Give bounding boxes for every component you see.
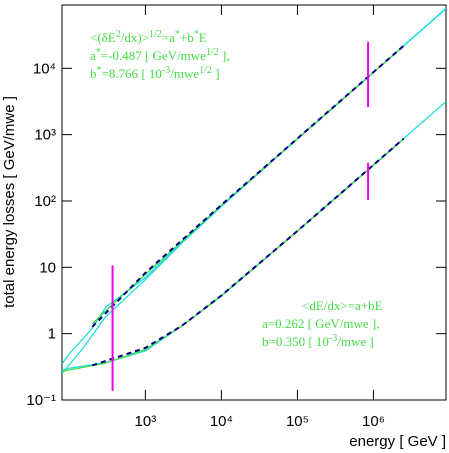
superscript: * (194, 29, 199, 40)
annotation-text: =-0.487 [ GeV/mwe (101, 48, 206, 63)
annotation-text: a=0.262 [ GeV/mwe ], (262, 316, 379, 331)
superscript: * (97, 65, 102, 76)
y-tick-label: 10² (34, 193, 56, 210)
annotation-text: /dx)> (121, 30, 149, 45)
annotation-text: =8.766 [ 10 (102, 66, 162, 81)
annotation-text: b (90, 66, 97, 81)
superscript: 1/2 (199, 65, 212, 76)
annotation: b*=8.766 [ 10-3/mwe1/2 ] (90, 65, 220, 81)
annotation: <(δE2/dx)>1/2=a*+b*E (90, 29, 207, 45)
superscript: * (96, 47, 101, 58)
annotation-text: b=0.350 [ 10 (262, 334, 329, 349)
annotation-text: ], (219, 48, 230, 63)
fit-line (91, 137, 405, 367)
x-axis-label: energy [ GeV ] (349, 433, 446, 450)
superscript: -3 (162, 65, 170, 76)
superscript: * (175, 29, 180, 40)
y-axis-label: total energy losses [ GeV/mwe ] (1, 96, 18, 308)
annotation: a=0.262 [ GeV/mwe ], (262, 316, 379, 331)
x-tick-label: 10⁶ (362, 413, 385, 430)
fit-line (91, 44, 405, 328)
annotation-text: /mwe ] (337, 334, 373, 349)
superscript: 2 (116, 29, 121, 40)
annotation: b=0.350 [ 10-3/mwe ] (262, 333, 374, 349)
y-tick-label: 10 (39, 259, 56, 276)
annotation-text: =a (162, 30, 175, 45)
annotation-text: /mwe (170, 66, 199, 81)
x-tick-label: 10³ (135, 413, 157, 430)
x-tick-label: 10⁴ (210, 413, 233, 430)
y-tick-label: 1 (48, 326, 56, 343)
y-tick-label: 10⁻¹ (26, 392, 56, 409)
annotation-text: +b (180, 30, 194, 45)
annotation-text: a (90, 48, 96, 63)
annotation-text: <(δE (90, 30, 116, 45)
annotation-text: ] (212, 66, 220, 81)
curve (62, 8, 446, 375)
superscript: -3 (329, 333, 337, 344)
x-tick-label: 10⁵ (286, 413, 309, 430)
annotation-text: E (199, 30, 207, 45)
y-tick-label: 10⁴ (33, 60, 56, 77)
superscript: 1/2 (149, 29, 162, 40)
curve (62, 101, 446, 371)
superscript: 1/2 (206, 47, 219, 58)
plot-frame (61, 4, 447, 401)
annotation: a*=-0.487 [ GeV/mwe1/2 ], (90, 47, 230, 63)
plot-area (62, 7, 446, 391)
y-tick-label: 10³ (34, 127, 56, 144)
annotation-text: <dE/dx>=a+bE (302, 298, 383, 313)
annotation: <dE/dx>=a+bE (302, 298, 383, 313)
